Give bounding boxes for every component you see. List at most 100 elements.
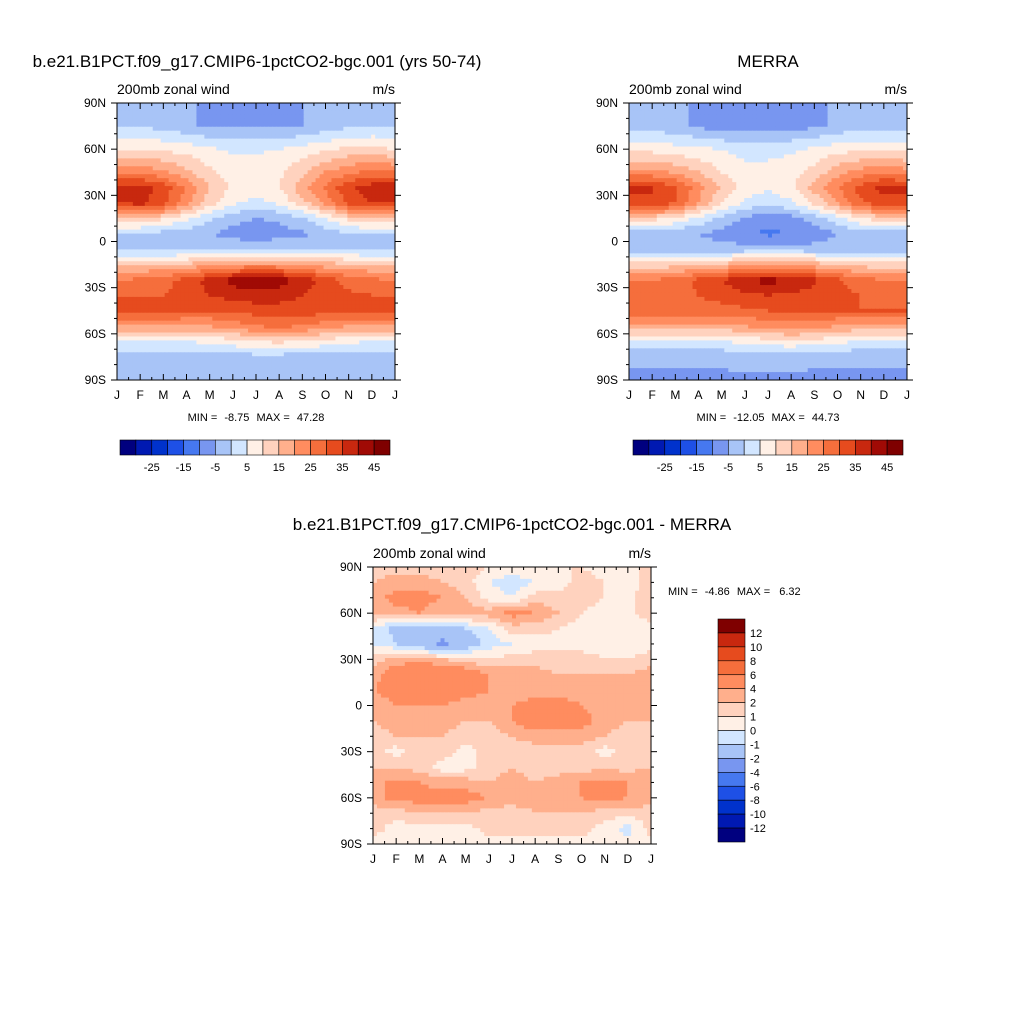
heatmap-cell: [148, 190, 154, 195]
heatmap-cell: [160, 138, 166, 144]
heatmap-cell: [144, 308, 150, 314]
heatmap-cell: [359, 122, 364, 128]
heatmap-cell: [263, 249, 269, 254]
heatmap-cell: [355, 106, 360, 112]
heatmap-cell: [117, 142, 122, 148]
heatmap-cell: [188, 281, 194, 286]
heatmap-cell: [379, 300, 384, 306]
heatmap-cell: [299, 110, 305, 116]
heatmap-cell: [367, 352, 372, 357]
heatmap-cell: [371, 126, 376, 132]
heatmap-cell: [267, 265, 273, 270]
heatmap-cell: [359, 249, 364, 254]
heatmap-cell: [240, 158, 245, 163]
heatmap-cell: [176, 324, 182, 330]
heatmap-cell: [259, 285, 265, 290]
heatmap-cell: [307, 186, 313, 191]
heatmap-cell: [128, 170, 134, 175]
heatmap-cell: [355, 174, 360, 179]
heatmap-cell: [295, 308, 301, 314]
heatmap-cell: [120, 368, 126, 373]
heatmap-cell: [132, 332, 138, 338]
heatmap-cell: [140, 360, 146, 365]
heatmap-cell: [152, 261, 158, 266]
heatmap-cell: [319, 178, 325, 183]
heatmap-cell: [156, 170, 162, 175]
heatmap-cell: [240, 241, 245, 247]
heatmap-cell: [244, 130, 249, 136]
heatmap-cell: [279, 296, 285, 302]
heatmap-cell: [259, 190, 265, 195]
heatmap-cell: [315, 103, 321, 108]
heatmap-cell: [244, 201, 249, 207]
heatmap-cell: [343, 352, 348, 357]
heatmap-cell: [188, 269, 194, 274]
heatmap-cell: [160, 288, 166, 294]
heatmap-cell: [331, 257, 337, 262]
heatmap-cell: [117, 197, 122, 203]
heatmap-cell: [140, 261, 146, 266]
heatmap-cell: [267, 213, 273, 219]
heatmap-cell: [180, 237, 186, 243]
heatmap-cell: [319, 217, 325, 223]
heatmap-cell: [275, 336, 281, 342]
heatmap-cell: [216, 194, 221, 199]
heatmap-cell: [144, 182, 150, 187]
heatmap-cell: [216, 190, 221, 195]
heatmap-cell: [148, 269, 154, 274]
heatmap-cell: [232, 308, 237, 314]
heatmap-cell: [347, 110, 352, 116]
heatmap-cell: [291, 126, 297, 132]
heatmap-cell: [256, 281, 261, 286]
heatmap-cell: [343, 186, 348, 191]
heatmap-cell: [220, 229, 225, 235]
heatmap-cell: [355, 142, 360, 148]
heatmap-cell: [140, 126, 146, 132]
heatmap-cell: [176, 281, 182, 286]
heatmap-cell: [355, 182, 360, 187]
heatmap-cell: [180, 114, 186, 120]
heatmap-cell: [244, 233, 249, 239]
heatmap-cell: [200, 368, 205, 373]
heatmap-cell: [263, 352, 269, 357]
heatmap-cell: [132, 253, 138, 258]
heatmap-cell: [339, 320, 344, 326]
heatmap-cell: [228, 304, 233, 310]
heatmap-cell: [117, 229, 122, 235]
heatmap-cell: [212, 372, 217, 377]
heatmap-cell: [331, 376, 337, 380]
heatmap-cell: [176, 170, 182, 175]
heatmap-cell: [216, 178, 221, 183]
heatmap-cell: [315, 150, 321, 156]
heatmap-cell: [220, 308, 225, 314]
heatmap-cell: [271, 229, 277, 235]
heatmap-cell: [156, 316, 162, 322]
heatmap-cell: [236, 110, 241, 116]
heatmap-cell: [208, 114, 213, 120]
heatmap-cell: [343, 170, 348, 175]
heatmap-cell: [128, 249, 134, 254]
heatmap-cell: [172, 281, 178, 286]
heatmap-cell: [200, 162, 205, 167]
heatmap-cell: [156, 150, 162, 156]
heatmap-cell: [120, 182, 126, 187]
heatmap-cell: [172, 372, 178, 377]
heatmap-cell: [263, 233, 269, 239]
heatmap-cell: [140, 221, 146, 227]
heatmap-cell: [164, 285, 170, 290]
heatmap-cell: [271, 265, 277, 270]
heatmap-cell: [228, 142, 233, 148]
heatmap-cell: [335, 328, 340, 334]
heatmap-cell: [343, 201, 348, 207]
heatmap-cell: [279, 273, 285, 278]
heatmap-cell: [343, 261, 348, 266]
heatmap-cell: [335, 269, 340, 274]
heatmap-cell: [168, 253, 174, 258]
heatmap-cell: [315, 114, 321, 120]
heatmap-cell: [283, 138, 289, 144]
heatmap-cell: [375, 154, 380, 159]
heatmap-cell: [140, 194, 146, 199]
heatmap-cell: [379, 142, 384, 148]
heatmap-cell: [299, 166, 305, 171]
heatmap-cell: [315, 209, 321, 215]
